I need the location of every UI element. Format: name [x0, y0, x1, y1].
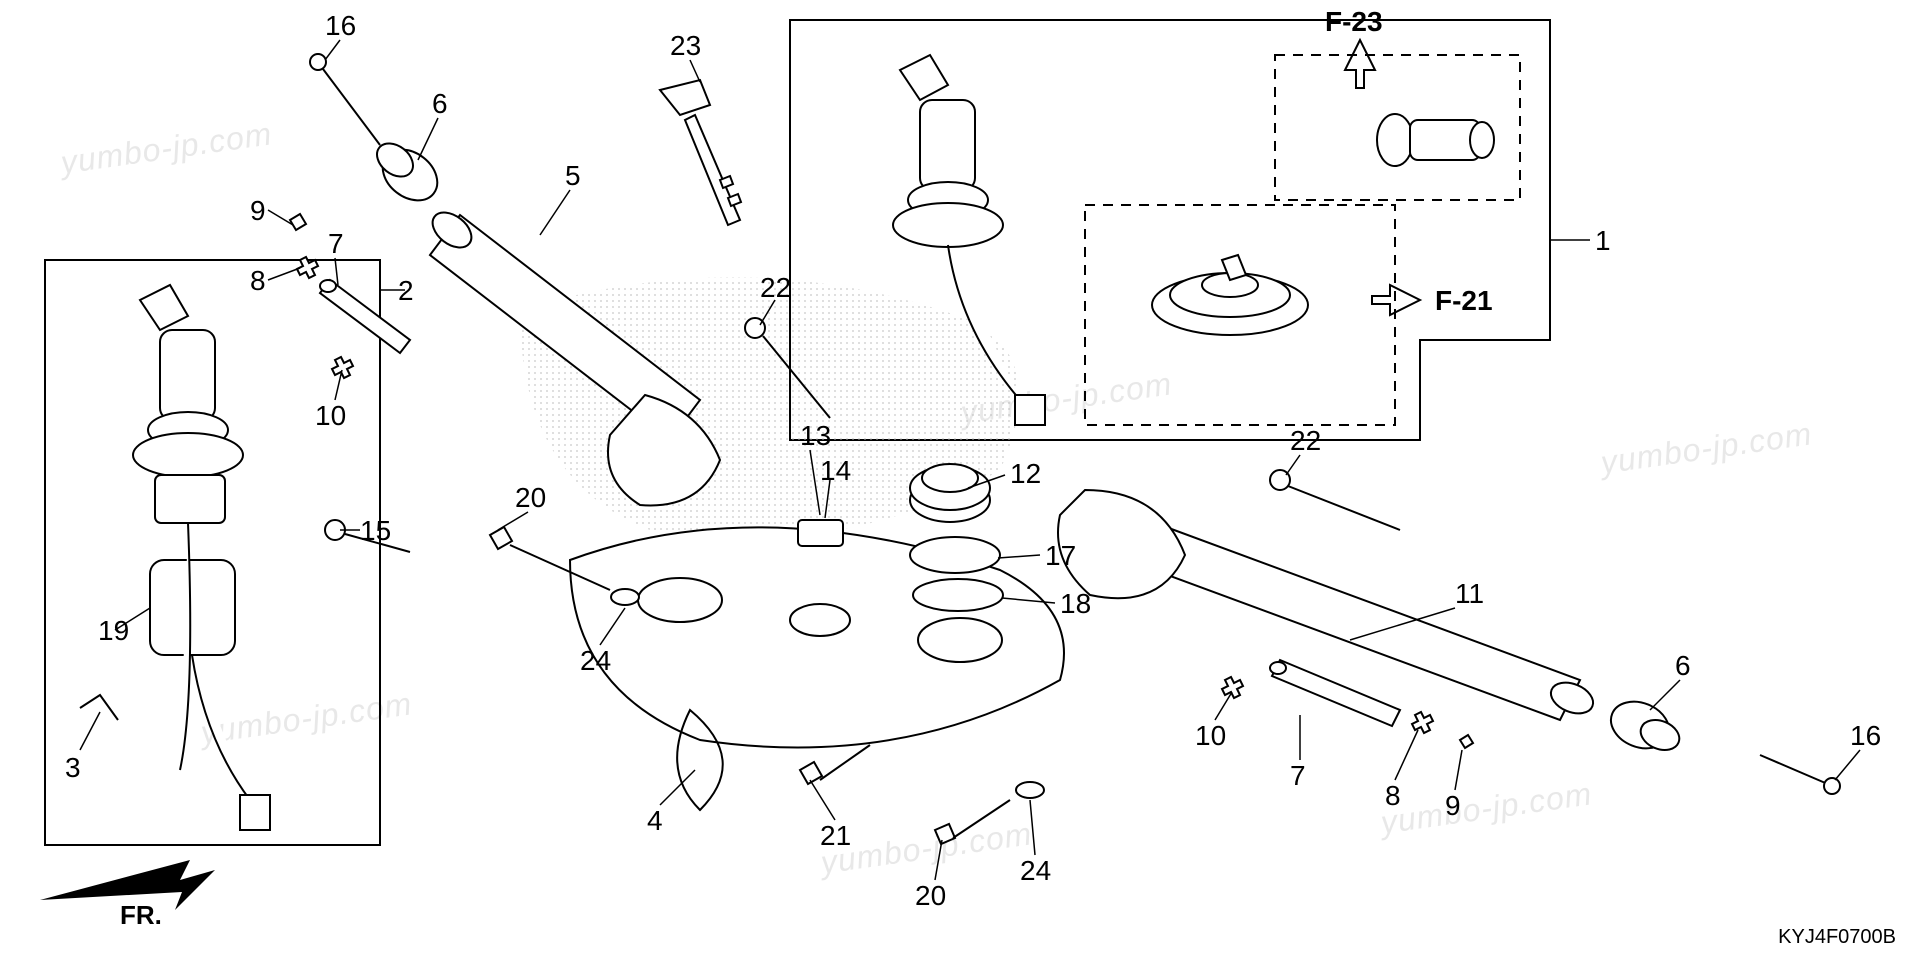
- callout-7b: 7: [1290, 760, 1306, 792]
- parts-diagram-container: yumbo-jp.com yumbo-jp.com yumbo-jp.com y…: [0, 0, 1921, 961]
- callout-1: 1: [1595, 225, 1611, 257]
- callout-10b: 10: [1195, 720, 1226, 752]
- callout-8b: 8: [1385, 780, 1401, 812]
- callout-23: 23: [670, 30, 701, 62]
- callout-17: 17: [1045, 540, 1076, 572]
- callout-9: 9: [250, 195, 266, 227]
- callout-2: 2: [398, 275, 414, 307]
- callout-10: 10: [315, 400, 346, 432]
- callout-15: 15: [360, 515, 391, 547]
- callout-7: 7: [328, 228, 344, 260]
- callout-22b: 22: [1290, 425, 1321, 457]
- callout-20: 20: [515, 482, 546, 514]
- callout-16b: 16: [1850, 720, 1881, 752]
- callout-19: 19: [98, 615, 129, 647]
- callout-16: 16: [325, 10, 356, 42]
- ref-f23: F-23: [1325, 6, 1383, 38]
- callout-8: 8: [250, 265, 266, 297]
- callout-11: 11: [1455, 578, 1484, 610]
- callout-6b: 6: [1675, 650, 1691, 682]
- callout-14: 14: [820, 455, 851, 487]
- callout-5: 5: [565, 160, 581, 192]
- ref-f21: F-21: [1435, 285, 1493, 317]
- fr-direction-label: FR.: [120, 900, 162, 931]
- callout-13: 13: [800, 420, 831, 452]
- callout-3: 3: [65, 752, 81, 784]
- callout-6: 6: [432, 88, 448, 120]
- callout-20b: 20: [915, 880, 946, 912]
- callout-12: 12: [1010, 458, 1041, 490]
- callout-18: 18: [1060, 588, 1091, 620]
- callout-9b: 9: [1445, 790, 1461, 822]
- callout-4: 4: [647, 805, 663, 837]
- diagram-code: KYJ4F0700B: [1778, 926, 1896, 949]
- callout-24: 24: [580, 645, 611, 677]
- callout-22: 22: [760, 272, 791, 304]
- diagram-svg: [0, 0, 1921, 961]
- callout-21: 21: [820, 820, 851, 852]
- callout-24b: 24: [1020, 855, 1051, 887]
